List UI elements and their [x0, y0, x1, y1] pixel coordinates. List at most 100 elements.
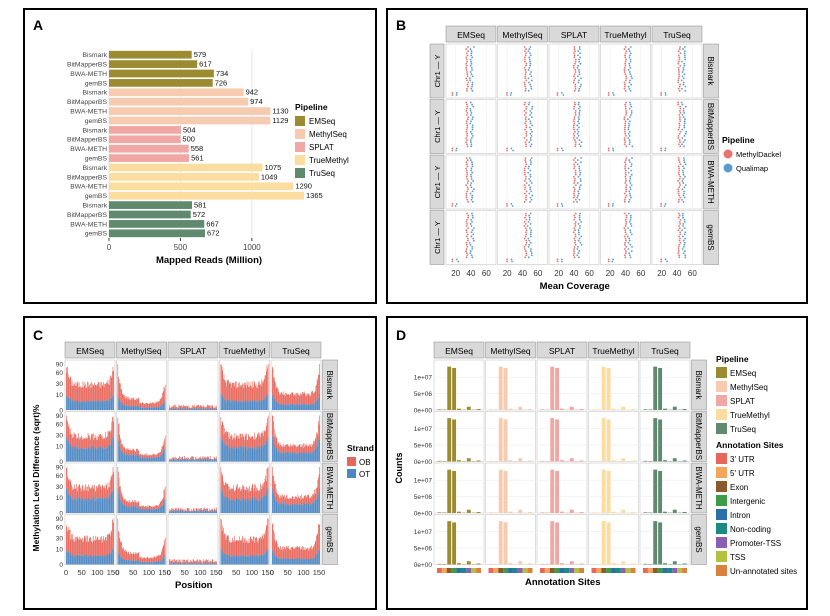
area-ob [86, 387, 88, 403]
point-methyldackel [624, 231, 627, 234]
area-ot [117, 548, 119, 565]
area-ot [262, 444, 264, 462]
point-qualimap [628, 50, 631, 53]
x-tick-label: 150 [158, 568, 171, 577]
point-qualimap [578, 227, 581, 230]
point-methyldackel [572, 124, 575, 127]
area-ot [150, 458, 152, 462]
area-ot [277, 402, 278, 410]
area-ob [275, 492, 277, 502]
area-ob [197, 458, 198, 461]
area-ob [152, 556, 154, 562]
area-ot [179, 511, 180, 513]
area-ob [137, 398, 138, 406]
area-ob [89, 435, 90, 448]
point-qualimap [530, 235, 532, 238]
area-ob [265, 530, 266, 553]
x-axis-label: Mapped Reads (Million) [156, 255, 262, 266]
area-ob [307, 446, 308, 454]
point-qualimap [578, 46, 581, 48]
area-ot [161, 453, 163, 462]
facet-label: TrueMethyl [223, 346, 265, 356]
point-methyldackel [574, 173, 577, 176]
area-ot [312, 404, 314, 410]
area-ot [256, 402, 258, 410]
point-methyldackel [679, 64, 682, 67]
area-ot [91, 402, 93, 410]
area-ob [282, 446, 283, 454]
point-qualimap [629, 89, 632, 92]
area-ot [143, 562, 145, 565]
area-ob [173, 509, 175, 512]
area-ob [240, 540, 241, 556]
area-ob [256, 542, 258, 557]
area-ot [236, 498, 238, 513]
area-ot [288, 404, 289, 410]
area-ot [278, 403, 280, 410]
area-ot [78, 497, 80, 513]
area-ot [282, 453, 283, 462]
area-ob [258, 382, 259, 401]
area-ob [224, 428, 225, 444]
area-ot [163, 450, 165, 462]
area-ot [80, 555, 81, 565]
area-ot [202, 409, 203, 410]
area-ot [89, 402, 91, 410]
area-ot [220, 437, 222, 462]
area-ob [105, 384, 107, 401]
area-ot [209, 563, 211, 565]
area-ob [169, 559, 170, 563]
area-ob [280, 446, 282, 454]
point-methyldackel [572, 126, 575, 129]
area-ot [86, 449, 88, 462]
area-ot [129, 455, 131, 462]
area-ob [132, 448, 133, 455]
legend-title: Pipeline [295, 102, 328, 112]
point-qualimap [471, 248, 474, 250]
area-ob [143, 403, 144, 408]
area-ot [275, 400, 276, 410]
point-qualimap [469, 250, 472, 252]
point-methyldackel [523, 114, 526, 116]
area-ob [99, 386, 100, 402]
area-ob [128, 551, 130, 560]
area-ob [260, 383, 261, 401]
area-ot [157, 561, 159, 565]
point-qualimap [577, 81, 580, 84]
annotation-swatch [672, 568, 678, 573]
area-ob [240, 434, 241, 447]
area-ob [305, 395, 306, 405]
area-ob [157, 555, 158, 562]
point-methyldackel [467, 227, 470, 230]
point-qualimap [681, 188, 684, 191]
point-qualimap [529, 200, 531, 203]
area-ob [206, 406, 207, 409]
point-methyldackel [624, 46, 627, 48]
point-methyldackel [467, 216, 470, 219]
area-ot [213, 458, 215, 462]
area-ot [232, 400, 233, 410]
area-ob [313, 495, 315, 504]
area-ob [289, 497, 290, 505]
area-ob [87, 491, 89, 502]
area-ot [85, 402, 87, 410]
area-ot [95, 500, 97, 513]
area-ot [129, 505, 130, 513]
area-ob [213, 407, 214, 410]
bar [109, 163, 263, 172]
area-ot [156, 508, 158, 513]
annotation-swatch [522, 568, 528, 573]
area-ob [68, 377, 70, 399]
point-qualimap [578, 73, 581, 76]
area-ot [264, 494, 266, 513]
point-qualimap [470, 62, 473, 65]
area-ot [248, 401, 249, 410]
facet-strip-right [691, 359, 707, 411]
area-ot [213, 563, 214, 565]
area-ot [149, 407, 151, 410]
area-ob [96, 435, 98, 448]
point-qualimap [684, 175, 686, 178]
area-ot [215, 563, 216, 565]
area-ob [84, 536, 86, 555]
point-qualimap [469, 114, 472, 116]
